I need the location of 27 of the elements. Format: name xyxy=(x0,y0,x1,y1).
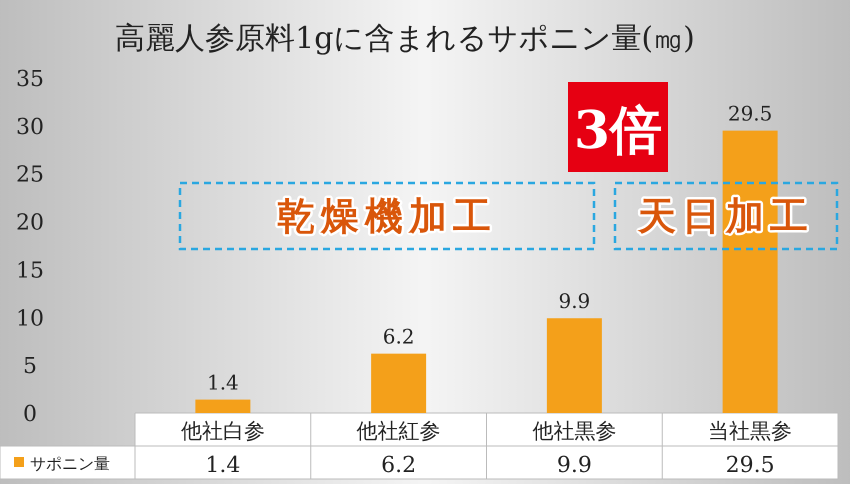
y-tick-label: 15 xyxy=(16,258,44,284)
legend-label: サポニン量 xyxy=(30,454,110,473)
y-tick-label: 10 xyxy=(16,306,44,332)
annotation: 3倍 xyxy=(574,100,662,161)
x-tick-label: 他社黒参 xyxy=(532,419,616,443)
y-tick-label: 25 xyxy=(16,162,44,188)
y-tick-label: 30 xyxy=(16,114,44,140)
text: 29.5 xyxy=(726,453,775,478)
x-tick-label: 他社紅参 xyxy=(356,419,441,443)
text: 9.9 xyxy=(556,453,592,478)
data-label: 1.4 xyxy=(206,370,239,395)
data-label: 9.9 xyxy=(558,289,590,314)
y-tick-label: 35 xyxy=(16,67,44,92)
data-label: 6.2 xyxy=(382,324,415,349)
text: 6.2 xyxy=(381,453,416,478)
x-tick-label: 他社白参 xyxy=(180,419,265,443)
x-tick-label: 当社黒参 xyxy=(708,419,792,443)
data-label: 29.5 xyxy=(728,102,772,126)
bar xyxy=(371,354,426,413)
y-tick-label: 0 xyxy=(23,402,37,427)
y-tick-label: 5 xyxy=(23,354,37,380)
text: 1.4 xyxy=(205,453,240,478)
bar xyxy=(546,318,602,413)
chart-title: 高麗人参原料1gに含まれるサポニン量(㎎) xyxy=(115,21,695,56)
bar xyxy=(195,400,250,413)
y-tick-label: 20 xyxy=(16,210,44,236)
annotation: 乾燥機加工 xyxy=(277,194,497,238)
